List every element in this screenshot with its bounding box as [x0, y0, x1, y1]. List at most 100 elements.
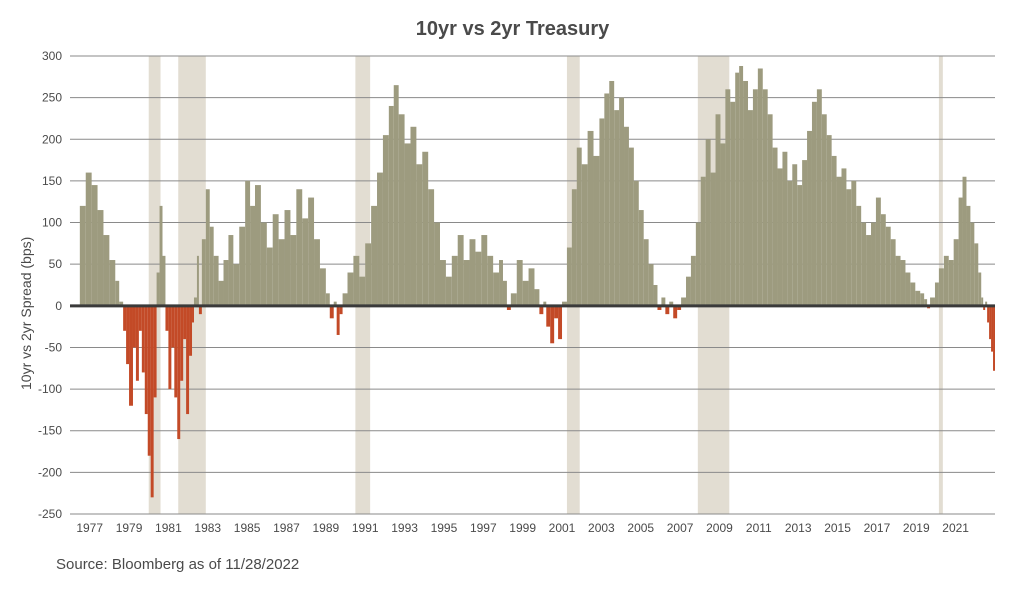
spread-positive-bar [326, 293, 330, 305]
spread-negative-bar [123, 306, 126, 331]
y-tick-label: -150 [38, 424, 62, 438]
spread-positive-bar [98, 210, 104, 306]
spread-positive-bar [567, 248, 572, 306]
spread-positive-bar [856, 206, 861, 306]
spread-positive-bar [197, 256, 199, 306]
spread-positive-bar [739, 66, 743, 306]
spread-positive-bar [383, 135, 389, 306]
y-tick-label: 300 [42, 49, 62, 63]
spread-positive-bar [891, 239, 896, 306]
spread-positive-bar [832, 156, 837, 306]
x-tick-label: 2007 [667, 521, 694, 535]
spread-positive-bar [481, 235, 487, 306]
spread-positive-bar [871, 223, 876, 306]
spread-negative-bar [993, 306, 995, 371]
spread-positive-bar [109, 260, 115, 306]
y-tick-label: -100 [38, 382, 62, 396]
x-tick-label: 1985 [234, 521, 261, 535]
spread-negative-bar [673, 306, 677, 318]
spread-positive-bar [886, 227, 891, 306]
spread-negative-bar [142, 306, 145, 373]
spread-negative-bar [337, 306, 340, 335]
spread-positive-bar [773, 148, 778, 306]
spread-positive-bar [802, 160, 807, 306]
spread-positive-bar [499, 260, 503, 306]
spread-positive-bar [210, 227, 214, 306]
spread-positive-bar [202, 239, 206, 306]
spread-positive-bar [792, 164, 797, 306]
spread-positive-bar [475, 252, 481, 306]
spread-negative-bar [192, 306, 194, 323]
spread-negative-bar [554, 306, 558, 318]
spread-positive-bar [644, 239, 649, 306]
spread-negative-bar [177, 306, 180, 439]
spread-positive-bar [866, 235, 871, 306]
x-tick-label: 1997 [470, 521, 497, 535]
spread-positive-bar [827, 135, 832, 306]
x-tick-label: 2011 [746, 521, 772, 535]
spread-positive-bar [910, 283, 915, 306]
spread-positive-bar [343, 293, 348, 305]
x-tick-label: 1983 [194, 521, 221, 535]
spread-positive-bar [416, 164, 422, 306]
spread-positive-bar [314, 239, 320, 306]
spread-positive-bar [686, 277, 691, 306]
y-tick-label: 200 [42, 132, 62, 146]
spread-positive-bar [768, 114, 773, 306]
spread-positive-bar [905, 273, 910, 306]
spread-positive-bar [935, 283, 939, 306]
spread-positive-bar [619, 98, 624, 306]
spread-negative-bar [168, 306, 171, 389]
spread-negative-bar [558, 306, 562, 339]
spread-positive-bar [228, 235, 233, 306]
spread-negative-bar [129, 306, 133, 406]
spread-positive-bar [588, 131, 594, 306]
spread-positive-bar [157, 273, 160, 306]
spread-negative-bar [133, 306, 136, 348]
spread-positive-bar [353, 256, 359, 306]
y-tick-label: 150 [42, 174, 62, 188]
spread-positive-bar [797, 185, 802, 306]
spread-positive-bar [876, 198, 881, 306]
spread-positive-bar [233, 264, 239, 306]
spread-positive-bar [371, 206, 377, 306]
spread-positive-bar [405, 143, 411, 305]
spread-negative-bar [330, 306, 334, 318]
spread-positive-bar [959, 198, 963, 306]
spread-negative-bar [126, 306, 129, 364]
spread-positive-bar [86, 173, 92, 306]
spread-positive-bar [649, 264, 654, 306]
spread-negative-bar [136, 306, 139, 381]
spread-positive-bar [841, 168, 846, 305]
spread-positive-bar [725, 89, 730, 306]
spread-positive-bar [817, 89, 822, 306]
spread-positive-bar [160, 206, 163, 306]
spread-positive-bar [359, 277, 365, 306]
spread-positive-bar [706, 139, 711, 306]
treasury-spread-chart: 10yr vs 2yr Treasury 10yr vs 2yr Spread … [0, 0, 1025, 590]
x-tick-label: 1989 [312, 521, 339, 535]
x-tick-label: 2009 [706, 521, 733, 535]
spread-positive-bar [285, 210, 291, 306]
y-tick-label: -250 [38, 507, 62, 521]
spread-positive-bar [163, 256, 166, 306]
recession-band [178, 56, 206, 514]
spread-positive-bar [634, 181, 639, 306]
spread-negative-bar [546, 306, 550, 327]
spread-positive-bar [966, 206, 970, 306]
spread-positive-bar [753, 89, 758, 306]
y-axis-label: 10yr vs 2yr Spread (bps) [18, 237, 34, 390]
spread-positive-bar [572, 189, 577, 306]
spread-positive-bar [954, 239, 959, 306]
spread-positive-bar [837, 177, 842, 306]
spread-positive-bar [517, 260, 523, 306]
spread-positive-bar [534, 289, 539, 306]
spread-positive-bar [511, 293, 517, 305]
spread-negative-bar [180, 306, 183, 381]
spread-positive-bar [735, 73, 739, 306]
spread-negative-bar [171, 306, 174, 348]
spread-negative-bar [151, 306, 154, 498]
y-tick-label: 50 [49, 257, 63, 271]
spread-positive-bar [267, 248, 273, 306]
spread-positive-bar [255, 185, 261, 306]
